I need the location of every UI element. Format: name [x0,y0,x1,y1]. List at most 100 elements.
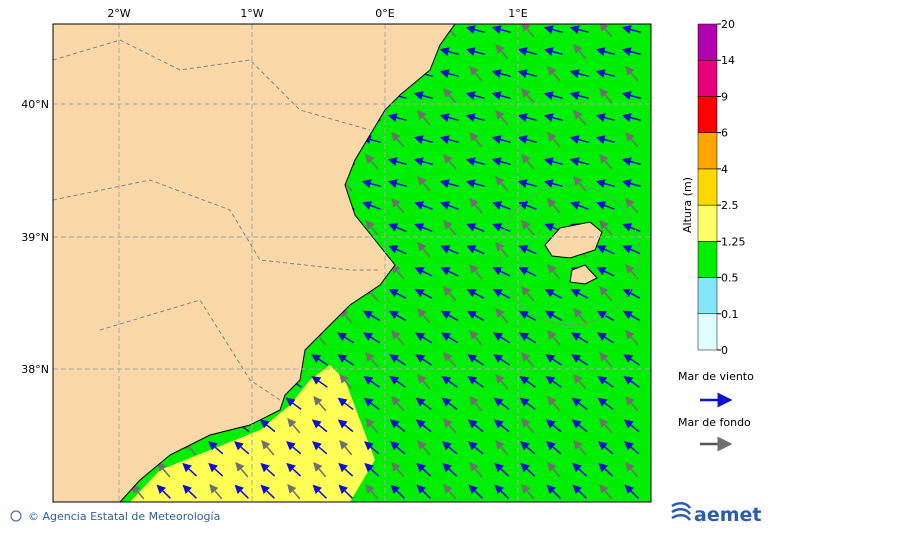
wave-arrow [259,419,276,433]
wave-arrow [571,354,588,366]
wave-arrow [495,175,509,192]
wave-arrow [518,310,537,322]
wave-arrow [468,441,484,455]
wave-arrow [492,267,511,277]
wave-arrow [417,175,431,192]
wave-arrow [623,375,640,388]
logo: aemet [694,504,761,526]
wave-arrow [544,310,563,322]
copyright-icon [10,510,22,522]
wave-arrow [441,375,458,388]
legend-label: Mar de fondo [678,416,751,429]
wave-arrow [415,419,432,433]
wave-arrow [543,157,563,166]
wave-arrow [467,419,484,433]
wave-arrow [622,223,641,233]
wave-arrow [361,179,381,188]
wave-arrow [547,395,561,412]
wave-arrow [365,219,379,236]
wave-arrow [364,462,380,477]
wave-arrow [521,153,535,170]
wave-arrow [595,47,615,56]
wave-arrow [624,484,639,499]
wave-arrow [572,484,587,499]
wave-arrow [519,397,536,411]
wave-arrow [413,135,433,144]
wave-arrow [443,285,457,302]
wave-arrow [625,131,639,148]
wave-arrow [521,351,535,368]
wave-arrow [622,310,641,322]
wave-arrow [491,25,511,34]
wave-arrow [443,417,457,434]
wave-arrow [495,43,509,60]
wave-arrow [365,483,379,500]
wave-arrow [439,135,459,144]
wave-arrow [388,310,407,322]
wave-arrow [543,25,563,34]
wave-arrow [416,462,432,477]
wave-arrow [545,419,562,433]
wave-arrow [417,109,431,126]
wave-arrow [286,462,302,477]
wave-arrow [569,69,589,78]
wave-arrow [493,419,510,433]
wave-arrow [337,332,355,344]
wave-arrow [465,157,485,166]
wave-arrow [599,24,613,38]
wave-arrow [595,113,615,122]
wave-arrow [597,332,615,344]
wave-arrow [571,419,588,433]
wave-arrow [569,91,589,100]
wave-arrow [208,441,224,455]
wave-arrow [621,47,641,56]
wave-arrow [466,223,485,233]
wave-arrow [363,375,380,388]
wave-arrow [390,484,405,499]
wave-arrow [465,25,485,34]
wave-arrow [337,397,354,411]
wave-arrow [492,223,511,233]
wave-arrow [544,289,563,299]
wave-arrow [621,179,641,188]
wave-arrow [234,484,249,499]
wave-arrow [596,245,615,255]
wave-arrow [391,395,405,412]
wave-arrow [521,285,535,302]
wave-arrow [597,375,614,388]
lat-label: 38°N [21,363,49,376]
wave-arrow [442,462,458,477]
wave-arrow [285,397,302,411]
wave-arrow [622,289,641,299]
colorbar-label: 14 [721,54,735,67]
wave-arrow [465,113,485,122]
wave-arrow [625,263,639,280]
wave-arrow [621,113,641,122]
wave-arrow [466,245,485,255]
wave-arrow [517,179,537,188]
wave-arrow [182,462,198,477]
wave-arrow [573,307,587,324]
wave-arrow [599,351,613,368]
colorbar-band [697,313,718,351]
wave-arrow [596,267,615,277]
wave-arrow [465,91,485,100]
wave-arrow [365,153,379,170]
lon-label: 1°W [240,7,263,20]
colorbar-band [697,168,718,206]
wave-arrow [517,135,537,144]
wave-arrow [387,157,407,166]
wave-arrow [287,417,301,434]
wave-arrow [417,241,431,258]
wave-arrow [517,47,537,56]
wave-arrow [312,484,327,499]
wave-arrow [493,332,511,344]
lon-label: 1°E [508,7,527,20]
wave-arrow [235,461,249,478]
wave-arrow [261,439,275,456]
wave-arrow [519,332,537,344]
wave-arrow [417,439,431,456]
wave-arrow [390,441,406,455]
wave-arrow [311,354,328,366]
wave-arrow [362,310,381,322]
